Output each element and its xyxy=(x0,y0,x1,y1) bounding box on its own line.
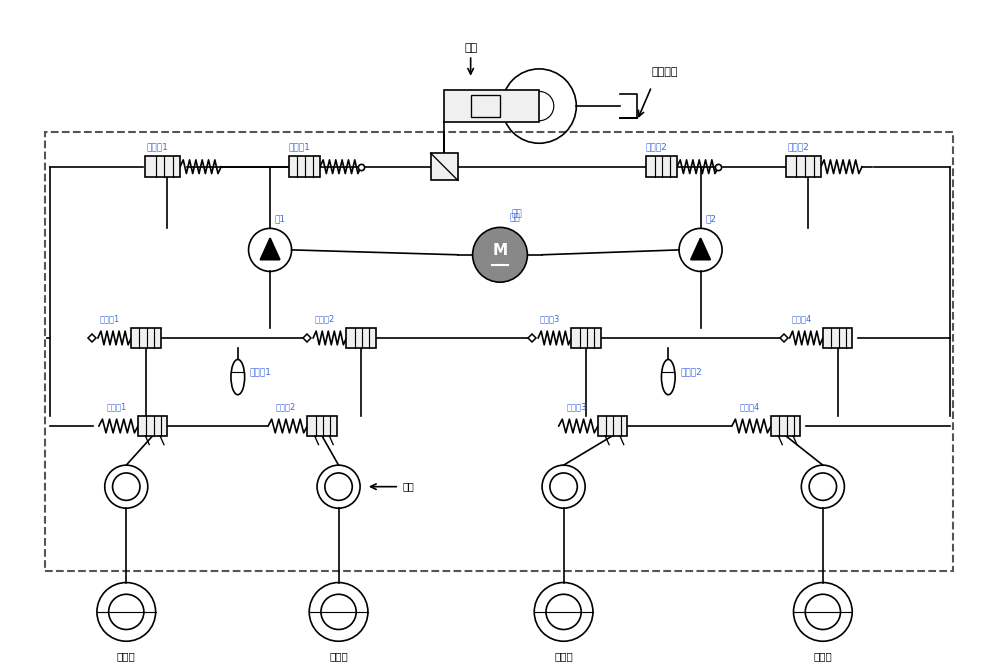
Bar xyxy=(571,328,601,348)
Text: 电流阀4: 电流阀4 xyxy=(791,314,811,323)
Text: 泵1: 泵1 xyxy=(275,214,286,224)
Bar xyxy=(131,328,161,348)
Text: 电磁阀1: 电磁阀1 xyxy=(147,142,169,151)
Text: 调节阀2: 调节阀2 xyxy=(646,142,667,151)
Circle shape xyxy=(473,227,527,282)
Text: 泄压阀1: 泄压阀1 xyxy=(106,402,127,411)
Polygon shape xyxy=(691,238,710,260)
Text: 泄压阀3: 泄压阀3 xyxy=(566,402,587,411)
Text: 电流阀1: 电流阀1 xyxy=(100,314,120,323)
Bar xyxy=(307,416,337,436)
Bar xyxy=(598,416,627,436)
Text: 电流阀2: 电流阀2 xyxy=(315,314,335,323)
Bar xyxy=(646,156,677,177)
Bar xyxy=(823,328,852,348)
Bar xyxy=(471,95,500,117)
Text: 左后轮: 左后轮 xyxy=(813,651,832,661)
Text: 泄压阀4: 泄压阀4 xyxy=(739,402,760,411)
Bar xyxy=(444,91,539,122)
Bar xyxy=(138,416,167,436)
Text: 电机: 电机 xyxy=(510,214,521,222)
Text: 泵2: 泵2 xyxy=(705,214,716,224)
Text: 主缸: 主缸 xyxy=(464,43,477,53)
Bar xyxy=(145,156,180,177)
Text: 调节阀1: 调节阀1 xyxy=(288,142,310,151)
Text: 电机: 电机 xyxy=(512,210,522,218)
Bar xyxy=(431,153,458,181)
Text: 泄压阀2: 泄压阀2 xyxy=(276,402,296,411)
Polygon shape xyxy=(260,238,280,260)
Text: 右后轮: 右后轮 xyxy=(117,651,136,661)
Text: 左前轮: 左前轮 xyxy=(329,651,348,661)
Text: 蓄能器2: 蓄能器2 xyxy=(680,367,702,377)
Bar xyxy=(289,156,320,177)
Bar xyxy=(45,132,953,571)
Text: 蓄能器1: 蓄能器1 xyxy=(250,367,271,377)
Text: M: M xyxy=(492,244,508,258)
Text: 轮缸: 轮缸 xyxy=(402,482,414,492)
Text: 右前轮: 右前轮 xyxy=(554,651,573,661)
Text: 电磁阀2: 电磁阀2 xyxy=(788,142,809,151)
Text: 制动踏板: 制动踏板 xyxy=(652,67,678,77)
Bar xyxy=(771,416,800,436)
Text: 电流阀3: 电流阀3 xyxy=(540,314,560,323)
Bar xyxy=(786,156,821,177)
Bar xyxy=(346,328,376,348)
